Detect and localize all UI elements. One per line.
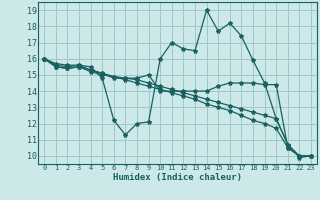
X-axis label: Humidex (Indice chaleur): Humidex (Indice chaleur) [113,173,242,182]
